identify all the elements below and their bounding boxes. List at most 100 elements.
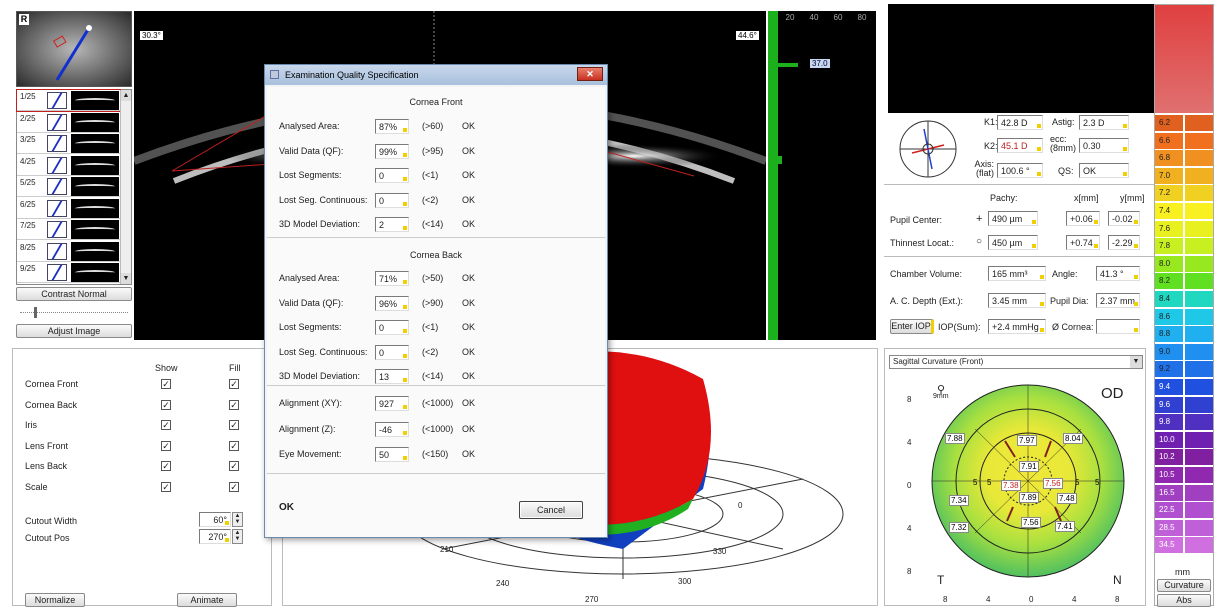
quality-row-limit: (<14) <box>422 371 444 381</box>
quality-row-value[interactable]: 0 <box>375 320 409 335</box>
temporal-label: T <box>937 573 945 587</box>
scan-list-item[interactable]: 5/25 <box>17 176 120 197</box>
astig-field[interactable]: 2.3 D <box>1079 115 1129 130</box>
scan-list-scrollbar[interactable]: ▲ ▼ <box>120 90 131 284</box>
cancel-button[interactable]: Cancel <box>519 501 583 519</box>
show-checkbox[interactable]: ✓ <box>161 461 171 471</box>
scan-list-item[interactable]: 8/25 <box>17 241 120 262</box>
pupil-x-field[interactable]: +0.06 <box>1066 211 1100 226</box>
quality-row-label: Lost Segments: <box>279 322 342 332</box>
scan-list-item[interactable]: 2/25 <box>17 112 120 133</box>
scan-list-item[interactable]: 1/25 <box>16 89 121 112</box>
quality-row-value[interactable]: 927 <box>375 396 409 411</box>
quality-dialog: Examination Quality Specification ✕ Corn… <box>264 64 608 538</box>
zoom-icon[interactable]: ⚲ <box>937 384 946 396</box>
scan-list-item[interactable]: 7/25 <box>17 219 120 240</box>
fill-checkbox[interactable]: ✓ <box>229 461 239 471</box>
quality-row-value[interactable]: 96% <box>375 295 409 311</box>
cornea-dia-label: Ø Cornea: <box>1052 322 1094 332</box>
scroll-down-icon[interactable]: ▼ <box>121 273 131 284</box>
scale-value: 9.2 <box>1155 361 1183 378</box>
enter-iop-button[interactable]: Enter IOP <box>890 319 934 334</box>
thinnest-pachy-field[interactable]: 450 µm <box>988 235 1038 250</box>
scale-value: 6.8 <box>1155 150 1183 167</box>
density-profile[interactable]: 20 40 60 80 37.0 <box>768 11 876 340</box>
show-checkbox[interactable]: ✓ <box>161 440 171 451</box>
cutout-width-field[interactable]: 60° <box>199 512 231 527</box>
quality-row-value[interactable]: 0 <box>375 192 409 208</box>
show-checkbox[interactable]: ✓ <box>161 481 171 492</box>
scale-value: 7.6 <box>1155 220 1183 237</box>
ecc-field[interactable]: 0.30 <box>1079 138 1129 153</box>
axis-field[interactable]: 100.6 ° <box>997 163 1043 178</box>
pupil-pachy-field[interactable]: 490 µm <box>988 211 1038 226</box>
show-checkbox[interactable]: ✓ <box>161 399 171 410</box>
scale-value: 22.5 <box>1155 502 1183 519</box>
quality-row-status: OK <box>462 371 476 381</box>
overview-thumbnail[interactable]: R <box>16 11 132 87</box>
map-type-dropdown[interactable]: Sagittal Curvature (Front) ▼ <box>889 355 1143 369</box>
scan-list-item[interactable]: 6/25 <box>17 198 120 219</box>
dialog-titlebar[interactable]: Examination Quality Specification ✕ <box>265 65 607 85</box>
chevron-down-icon[interactable]: ▼ <box>1130 356 1142 368</box>
show-header: Show <box>155 363 178 373</box>
cutout-width-spinner[interactable]: ▲ ▼ <box>232 512 243 527</box>
map-value-label: 7.38 <box>1001 480 1021 491</box>
quality-row-value[interactable]: 50 <box>375 447 409 462</box>
quality-row-value[interactable]: 99% <box>375 143 409 159</box>
fill-checkbox[interactable]: ✓ <box>229 399 239 410</box>
quality-row-value[interactable]: -46 <box>375 421 409 437</box>
pupil-dia-field[interactable]: 2.37 mm <box>1096 293 1140 308</box>
chamber-volume-label: Chamber Volume: <box>890 269 963 279</box>
normalize-button[interactable]: Normalize <box>25 593 85 607</box>
fill-checkbox[interactable]: ✓ <box>229 379 239 389</box>
curvature-mode-button[interactable]: Curvature <box>1157 579 1211 592</box>
show-checkbox[interactable]: ✓ <box>161 420 171 430</box>
scale-value: 8.8 <box>1155 326 1183 343</box>
chamber-volume-field[interactable]: 165 mm³ <box>988 266 1046 281</box>
quality-row-value[interactable]: 13 <box>375 369 409 384</box>
color-scale: 6.2 6.6 6.8 7.0 7.2 7.4 7.6 7.8 8.0 8.2 8.4 8.6 8.8 9… <box>1154 4 1214 607</box>
scale-swatch <box>1185 238 1213 255</box>
fill-checkbox[interactable]: ✓ <box>229 440 239 451</box>
scan-list-item[interactable]: 4/25 <box>17 155 120 176</box>
display-row-label: Cornea Back <box>25 399 78 410</box>
k2-field[interactable]: 45.1 D <box>997 138 1043 153</box>
qs-field[interactable]: OK <box>1079 163 1129 178</box>
quality-row-value[interactable]: 87% <box>375 119 409 134</box>
cutout-pos-field[interactable]: 270° <box>199 529 231 544</box>
quality-row-limit: (>90) <box>422 297 444 308</box>
thinnest-y-field[interactable]: -2.29 <box>1108 235 1140 250</box>
contrast-slider[interactable] <box>20 305 128 319</box>
abs-mode-button[interactable]: Abs <box>1157 594 1211 607</box>
show-checkbox[interactable]: ✓ <box>161 379 171 389</box>
scale-value: 9.0 <box>1155 343 1183 360</box>
acd-field[interactable]: 3.45 mm <box>988 293 1046 308</box>
quality-row-value[interactable]: 71% <box>375 271 409 286</box>
animate-button[interactable]: Animate <box>177 593 237 607</box>
angle-field[interactable]: 41.3 ° <box>1096 266 1140 281</box>
quality-row-limit: (>95) <box>422 145 444 156</box>
scroll-up-icon[interactable]: ▲ <box>121 90 131 101</box>
pupil-y-field[interactable]: -0.02 <box>1108 211 1140 226</box>
scan-list-item[interactable]: 9/25 <box>17 262 120 283</box>
fill-checkbox[interactable]: ✓ <box>229 481 239 492</box>
k1-field[interactable]: 42.8 D <box>997 115 1043 130</box>
close-icon[interactable]: ✕ <box>577 67 603 81</box>
scan-list[interactable]: 1/25 2/25 3/25 4/25 5/25 6/25 7/25 8/25 9/25 ▲ ▼ <box>16 89 132 285</box>
quality-row-value[interactable]: 0 <box>375 168 409 183</box>
profile-marker-label: 37.0 <box>810 59 830 68</box>
quality-row-value[interactable]: 0 <box>375 344 409 360</box>
iop-field[interactable]: +2.4 mmHg <box>988 319 1046 334</box>
map-y-tick: 4 <box>907 524 912 533</box>
adjust-image-button[interactable]: Adjust Image <box>16 324 132 338</box>
quality-row-label: Valid Data (QF): <box>279 297 344 308</box>
chamber-panel: Chamber Volume: 165 mm³ Angle: 41.3 ° A.… <box>884 259 1154 341</box>
quality-row-value[interactable]: 2 <box>375 217 409 232</box>
contrast-button[interactable]: Contrast Normal <box>16 287 132 301</box>
fill-checkbox[interactable]: ✓ <box>229 420 239 430</box>
thinnest-x-field[interactable]: +0.74 <box>1066 235 1100 250</box>
cutout-pos-spinner[interactable]: ▲ ▼ <box>232 529 243 544</box>
scan-list-item[interactable]: 3/25 <box>17 133 120 154</box>
cornea-dia-field[interactable] <box>1096 319 1140 334</box>
